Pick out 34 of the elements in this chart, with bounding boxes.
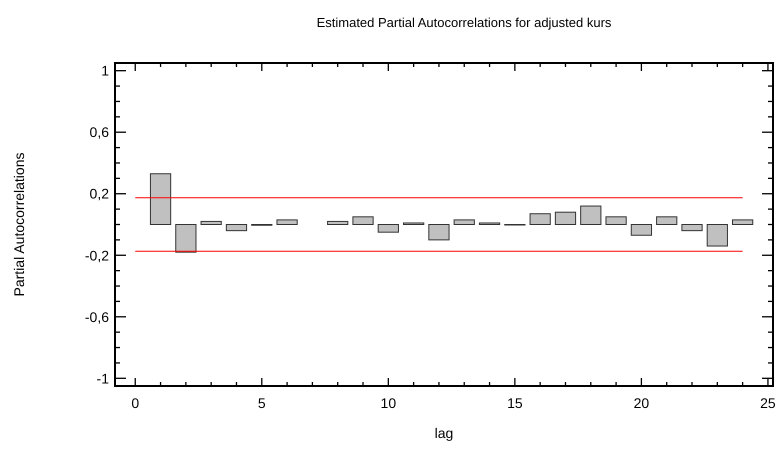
- bar: [580, 206, 602, 225]
- bar: [428, 224, 450, 240]
- x-tick-label: 20: [634, 395, 650, 411]
- x-tick-label: 25: [760, 395, 776, 411]
- y-tick-label: 0,6: [90, 124, 110, 140]
- bar: [732, 219, 754, 225]
- bar: [175, 224, 196, 253]
- bar: [378, 224, 399, 233]
- x-tick-label: 5: [258, 395, 266, 411]
- x-tick-label: 0: [131, 395, 140, 411]
- x-tick-label: 15: [507, 395, 523, 411]
- bar: [352, 216, 374, 225]
- bar: [630, 224, 652, 236]
- bar: [554, 212, 576, 225]
- y-tick-label: 0,2: [90, 186, 110, 202]
- x-tick-label: 10: [380, 395, 396, 411]
- y-tick-label: -0,2: [84, 247, 110, 264]
- y-axis-title: Partial Autocorrelations: [11, 152, 27, 296]
- chart-title: Estimated Partial Autocorrelations for adjusted kurs: [316, 15, 612, 30]
- bar: [681, 224, 703, 232]
- y-tick-label: 1: [101, 62, 110, 79]
- bar: [327, 220, 348, 225]
- bar: [200, 220, 222, 225]
- bar: [454, 219, 475, 225]
- y-tick-label: -0,6: [84, 308, 110, 325]
- bar: [706, 224, 728, 247]
- y-tick-label: -1: [96, 370, 110, 386]
- x-axis-title: lag: [434, 425, 454, 441]
- bar: [276, 219, 298, 225]
- bar: [605, 216, 627, 225]
- bar: [656, 216, 678, 225]
- bar: [226, 224, 248, 232]
- bar: [150, 173, 172, 225]
- bar: [530, 213, 551, 225]
